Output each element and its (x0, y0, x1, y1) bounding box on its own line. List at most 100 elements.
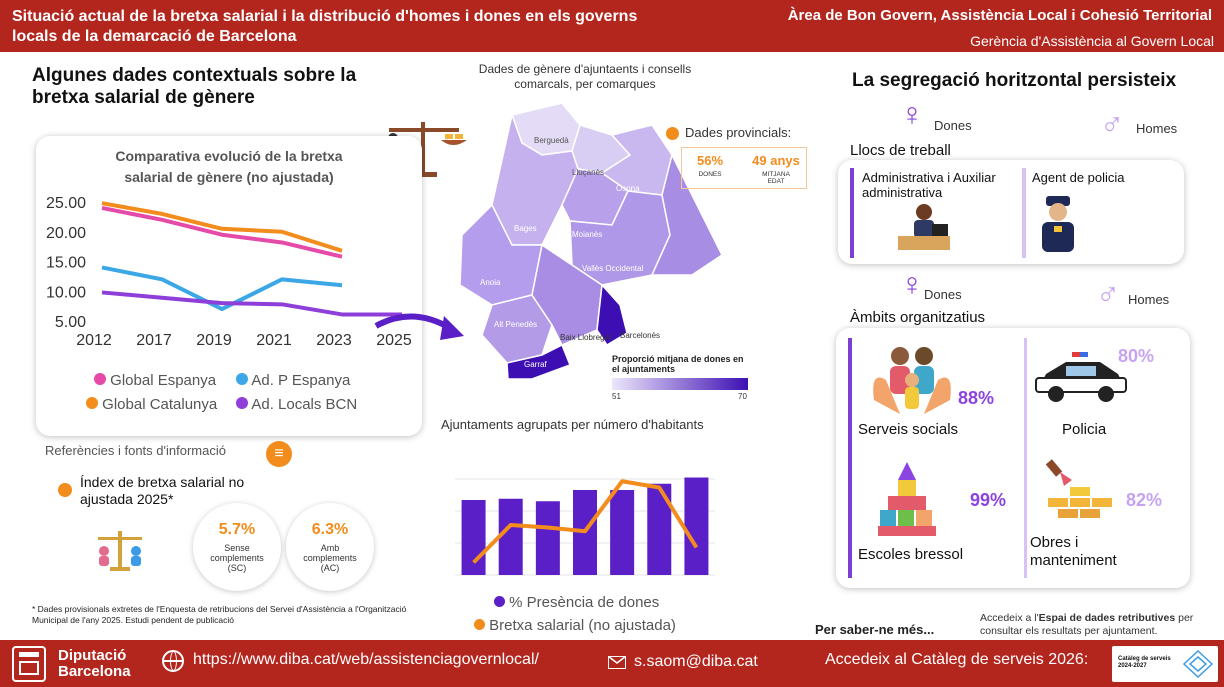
ac-value: 6.3% (311, 521, 349, 538)
map-legend-max: 70 (738, 392, 747, 401)
homes-bar (1024, 338, 1027, 578)
ambits-card: 88% Serveis socials 80% Policia 99% Esco… (836, 328, 1190, 588)
curved-arrow-icon (374, 313, 464, 340)
ac-label: Amb complements (AC) (303, 543, 357, 573)
serveis-pct: 88% (958, 388, 995, 408)
llocs-card: Administrativa i Auxiliar administrativa… (838, 160, 1184, 264)
bar-chart-title: Ajuntaments agrupats per número d'habita… (441, 417, 704, 432)
department-title: Gerència d'Assistència al Govern Local (970, 33, 1214, 49)
y-tick-label: 5.00 (55, 314, 86, 331)
legend-presencia: % Presència de dones (494, 594, 659, 611)
diputacio-logo-icon (12, 646, 46, 682)
map-label-bages: Bages (514, 224, 537, 233)
cataleg-badge[interactable]: Catàleg de serveis 2024-2027 (1112, 646, 1218, 682)
map-label-bergueda: Berguedà (534, 136, 569, 145)
homes-label-2: Homes (1128, 292, 1170, 307)
mail-icon (607, 655, 626, 669)
bar-chart (455, 477, 715, 576)
map-label-maresme: Maresme (652, 276, 686, 285)
map-title: Dades de gènere d'ajuntaents i consells … (478, 62, 692, 91)
bar (610, 490, 635, 575)
y-tick-label: 10.00 (46, 284, 86, 301)
family-illustration (873, 347, 951, 414)
x-tick-label: 2012 (76, 332, 112, 349)
homes-bar (1022, 168, 1026, 258)
ac-circle: 6.3% Amb complements (AC) (286, 503, 374, 591)
obres-pct: 82% (1126, 490, 1163, 510)
map-label-moianes: Moianès (572, 230, 602, 239)
provincial-box: 56% DONES 49 anys MITJANA EDAT (681, 147, 807, 189)
map-region-garraf (506, 343, 571, 380)
admin-worker-illustration (898, 204, 950, 250)
edat-label: MITJANA EDAT (762, 171, 790, 185)
x-tick-label: 2017 (136, 332, 172, 349)
map-label-baix-llobregat: Baix Llobregat (560, 333, 612, 342)
bullet-dot (58, 483, 72, 497)
line-chart-card: Comparativa evolució de la bretxa salari… (36, 136, 422, 436)
map-region-maresme (650, 152, 723, 276)
legend-dot (86, 397, 98, 409)
footer-url-link[interactable]: https://www.diba.cat/web/assistenciagove… (193, 651, 539, 668)
footer-bar: Diputació Barcelona https://www.diba.cat… (0, 640, 1224, 687)
map-legend-gradient (612, 378, 748, 390)
y-tick-label: 25.00 (46, 195, 86, 212)
legend-ad-locals-bcn: Ad. Locals BCN (236, 396, 357, 413)
x-tick-label: 2025 (376, 332, 412, 349)
map-label-osona: Osona (616, 184, 640, 193)
x-tick-label: 2019 (196, 332, 232, 349)
escoles-pct: 99% (970, 490, 1007, 510)
bar (684, 477, 709, 575)
female-icon: ♀ (900, 266, 924, 302)
male-icon: ♂ (1100, 106, 1124, 142)
policia-label: Policia (1062, 421, 1107, 438)
dones-label-1: Dones (934, 118, 972, 133)
sc-value: 5.7% (218, 521, 256, 538)
series-line (101, 201, 343, 253)
dones-bar (848, 338, 852, 578)
legend-dot (94, 373, 106, 385)
area-title: Àrea de Bon Govern, Assistència Local i … (787, 7, 1212, 24)
map-label-valles-occidental: Vallès Occidental (582, 264, 643, 273)
globe-icon (162, 650, 184, 672)
job-admin: Administrativa i Auxiliar administrativa (862, 170, 996, 200)
legend-dot (236, 373, 248, 385)
provincial-label: Dades provincials: (685, 125, 792, 140)
references-label[interactable]: Referències i fonts d'informació (45, 443, 226, 458)
comarques-map: Berguedà Lluçanès Osona Bages Moianès Va… (459, 102, 723, 380)
edat-value: 49 anys (752, 153, 800, 168)
serveis-label: Serveis socials (858, 421, 959, 438)
page-title: Situació actual de la bretxa salarial i … (12, 8, 638, 45)
y-tick-label: 20.00 (46, 225, 86, 242)
footer-email-link[interactable]: s.saom@diba.cat (634, 653, 758, 670)
job-police: Agent de policia (1032, 170, 1125, 185)
sc-label: Sense complements (SC) (210, 543, 264, 573)
homes-label-1: Homes (1136, 121, 1178, 136)
line-chart-title: Comparativa evolució de la bretxa salari… (115, 148, 343, 185)
right-heading: La segregació horitzontal persisteix (852, 70, 1177, 91)
map-legend-min: 51 (612, 392, 621, 401)
map-label-barcelones: Barcelonès (620, 331, 660, 340)
per-saber-label: Per saber-ne més... (815, 622, 935, 637)
x-tick-label: 2021 (256, 332, 292, 349)
dones-bar (850, 168, 854, 258)
menu-icon[interactable]: ≡ (266, 441, 292, 467)
map-label-alt-penedes: Alt Penedès (494, 320, 537, 329)
dones-label-2: Dones (924, 287, 962, 302)
index-label: Índex de bretxa salarial no ajustada 202… (80, 474, 245, 507)
series-line (101, 205, 343, 259)
legend-dot (494, 596, 505, 607)
legend-ad-p-espanya: Ad. P Espanya (236, 372, 350, 389)
cataleg-logo-icon (1182, 649, 1214, 679)
sc-circle: 5.7% Sense complements (SC) (193, 503, 281, 591)
legend-dot (474, 619, 485, 630)
bar (535, 501, 560, 575)
footnote: * Dades provisionals extretes de l'Enque… (32, 604, 407, 625)
bar (498, 498, 523, 575)
espai-link[interactable]: Accedeix a l'Espai de dades retributives… (980, 612, 1194, 637)
map-label-garraf: Garraf (524, 360, 547, 369)
legend-bretxa: Bretxa salarial (no ajustada) (474, 617, 676, 634)
dones-pct: 56% (696, 153, 724, 168)
header-bar: Situació actual de la bretxa salarial i … (0, 0, 1224, 52)
map-legend-title: Proporció mitjana de dones en el ajuntam… (612, 354, 744, 374)
